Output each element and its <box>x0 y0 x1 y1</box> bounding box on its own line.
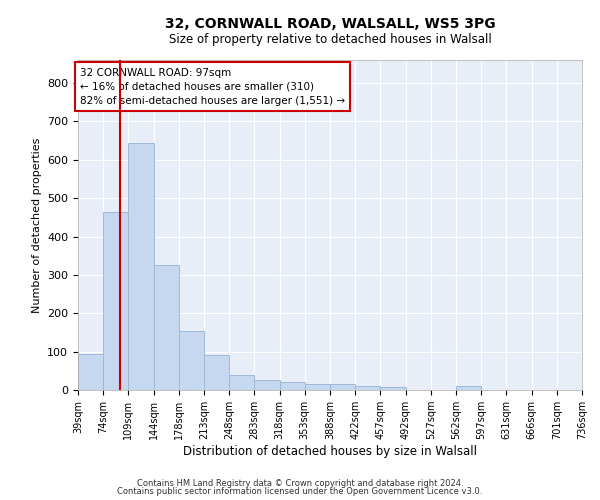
Text: Contains public sector information licensed under the Open Government Licence v3: Contains public sector information licen… <box>118 487 482 496</box>
Text: Contains HM Land Registry data © Crown copyright and database right 2024.: Contains HM Land Registry data © Crown c… <box>137 478 463 488</box>
Bar <box>380 387 406 390</box>
Text: 32 CORNWALL ROAD: 97sqm
← 16% of detached houses are smaller (310)
82% of semi-d: 32 CORNWALL ROAD: 97sqm ← 16% of detache… <box>80 68 345 106</box>
Bar <box>305 384 330 390</box>
Text: Size of property relative to detached houses in Walsall: Size of property relative to detached ho… <box>169 32 491 46</box>
Bar <box>355 386 380 390</box>
Bar <box>128 142 154 390</box>
Bar <box>103 212 128 390</box>
Bar <box>204 356 229 390</box>
Bar <box>254 380 280 390</box>
Bar <box>330 384 355 390</box>
Bar <box>229 374 254 390</box>
Text: 32, CORNWALL ROAD, WALSALL, WS5 3PG: 32, CORNWALL ROAD, WALSALL, WS5 3PG <box>164 18 496 32</box>
X-axis label: Distribution of detached houses by size in Walsall: Distribution of detached houses by size … <box>183 445 477 458</box>
Bar <box>456 386 481 390</box>
Bar <box>280 382 305 390</box>
Bar <box>154 266 179 390</box>
Y-axis label: Number of detached properties: Number of detached properties <box>32 138 41 312</box>
Bar <box>78 354 103 390</box>
Bar <box>179 330 204 390</box>
